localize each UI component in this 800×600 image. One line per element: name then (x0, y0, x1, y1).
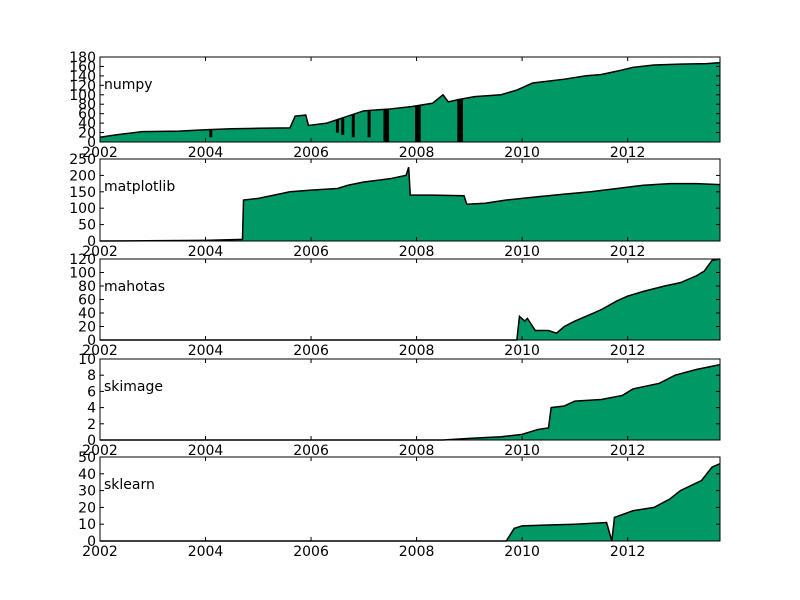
y-tick-label: 4 (87, 401, 96, 417)
y-tick-label: 0 (87, 534, 96, 550)
y-tick-label: 120 (69, 78, 96, 94)
x-tick-label: 2002 (82, 244, 118, 260)
y-tick-label: 120 (69, 252, 96, 268)
y-tick-label: 250 (69, 152, 96, 168)
x-tick-label: 2010 (504, 145, 540, 161)
series-label: mahotas (104, 279, 165, 295)
x-tick-label: 2006 (293, 343, 329, 359)
axes-frame (99, 456, 721, 542)
y-tick-label: 140 (69, 69, 96, 85)
x-tick-label: 2006 (293, 443, 329, 459)
x-tick-label: 2012 (610, 443, 646, 459)
x-tick-label: 2006 (293, 244, 329, 260)
x-tick-label: 2004 (188, 343, 224, 359)
y-tick-label: 40 (78, 467, 96, 483)
y-tick-label: 100 (69, 266, 96, 282)
y-tick-label: 0 (87, 135, 96, 151)
y-tick-label: 0 (87, 433, 96, 449)
area-fill (100, 62, 720, 142)
y-tick-label: 30 (78, 484, 96, 500)
y-tick-label: 40 (78, 306, 96, 322)
y-tick-label: 20 (78, 320, 96, 336)
x-tick-label: 2006 (293, 544, 329, 560)
area-outline (100, 258, 721, 341)
y-tick-label: 60 (78, 293, 96, 309)
x-tick-label: 2012 (610, 343, 646, 359)
area-outline (99, 61, 721, 139)
x-tick-label: 2004 (188, 443, 224, 459)
y-tick-label: 100 (69, 88, 96, 104)
x-tick-label: 2012 (610, 544, 646, 560)
y-tick-label: 10 (78, 517, 96, 533)
x-tick-label: 2002 (82, 145, 118, 161)
y-tick-label: 150 (69, 185, 96, 201)
y-tick-label: 20 (78, 126, 96, 142)
area-outline (100, 363, 721, 441)
y-tick-label: 100 (69, 201, 96, 217)
y-tick-label: 200 (69, 168, 96, 184)
y-tick-label: 2 (87, 417, 96, 433)
area-fill (100, 259, 720, 340)
y-tick-label: 0 (87, 234, 96, 250)
area-fill (100, 364, 720, 440)
area-outline (99, 166, 721, 242)
x-tick-label: 2008 (399, 145, 435, 161)
y-tick-label: 180 (69, 50, 96, 66)
x-tick-label: 2006 (293, 145, 329, 161)
y-tick-label: 80 (78, 97, 96, 113)
y-tick-label: 20 (78, 500, 96, 516)
series-label: numpy (104, 77, 153, 93)
area-fill (100, 463, 720, 541)
y-tick-label: 10 (78, 352, 96, 368)
x-tick-label: 2012 (610, 145, 646, 161)
y-tick-label: 60 (78, 107, 96, 123)
x-tick-label: 2002 (82, 443, 118, 459)
x-tick-label: 2004 (188, 145, 224, 161)
y-tick-label: 160 (69, 59, 96, 75)
x-tick-label: 2008 (399, 343, 435, 359)
y-tick-label: 8 (87, 368, 96, 384)
x-tick-label: 2012 (610, 244, 646, 260)
y-tick-label: 40 (78, 116, 96, 132)
axes-frame (99, 56, 721, 143)
x-tick-label: 2010 (504, 343, 540, 359)
x-tick-label: 2004 (188, 244, 224, 260)
x-tick-label: 2008 (399, 244, 435, 260)
series-label: matplotlib (104, 179, 175, 195)
axes-frame (99, 158, 721, 242)
y-tick-label: 80 (78, 279, 96, 295)
axes-frame (99, 358, 721, 441)
series-label: skimage (104, 379, 163, 395)
y-tick-label: 50 (78, 218, 96, 234)
y-tick-label: 50 (78, 450, 96, 466)
x-tick-label: 2010 (504, 443, 540, 459)
x-tick-label: 2004 (188, 544, 224, 560)
y-tick-label: 6 (87, 384, 96, 400)
area-fill (100, 167, 720, 241)
x-tick-label: 2010 (504, 244, 540, 260)
x-tick-label: 2002 (82, 343, 118, 359)
x-tick-label: 2002 (82, 544, 118, 560)
area-outline (100, 463, 721, 542)
x-tick-label: 2008 (399, 544, 435, 560)
x-tick-label: 2008 (399, 443, 435, 459)
series-label: sklearn (104, 477, 155, 493)
x-tick-label: 2010 (504, 544, 540, 560)
y-tick-label: 0 (87, 333, 96, 349)
